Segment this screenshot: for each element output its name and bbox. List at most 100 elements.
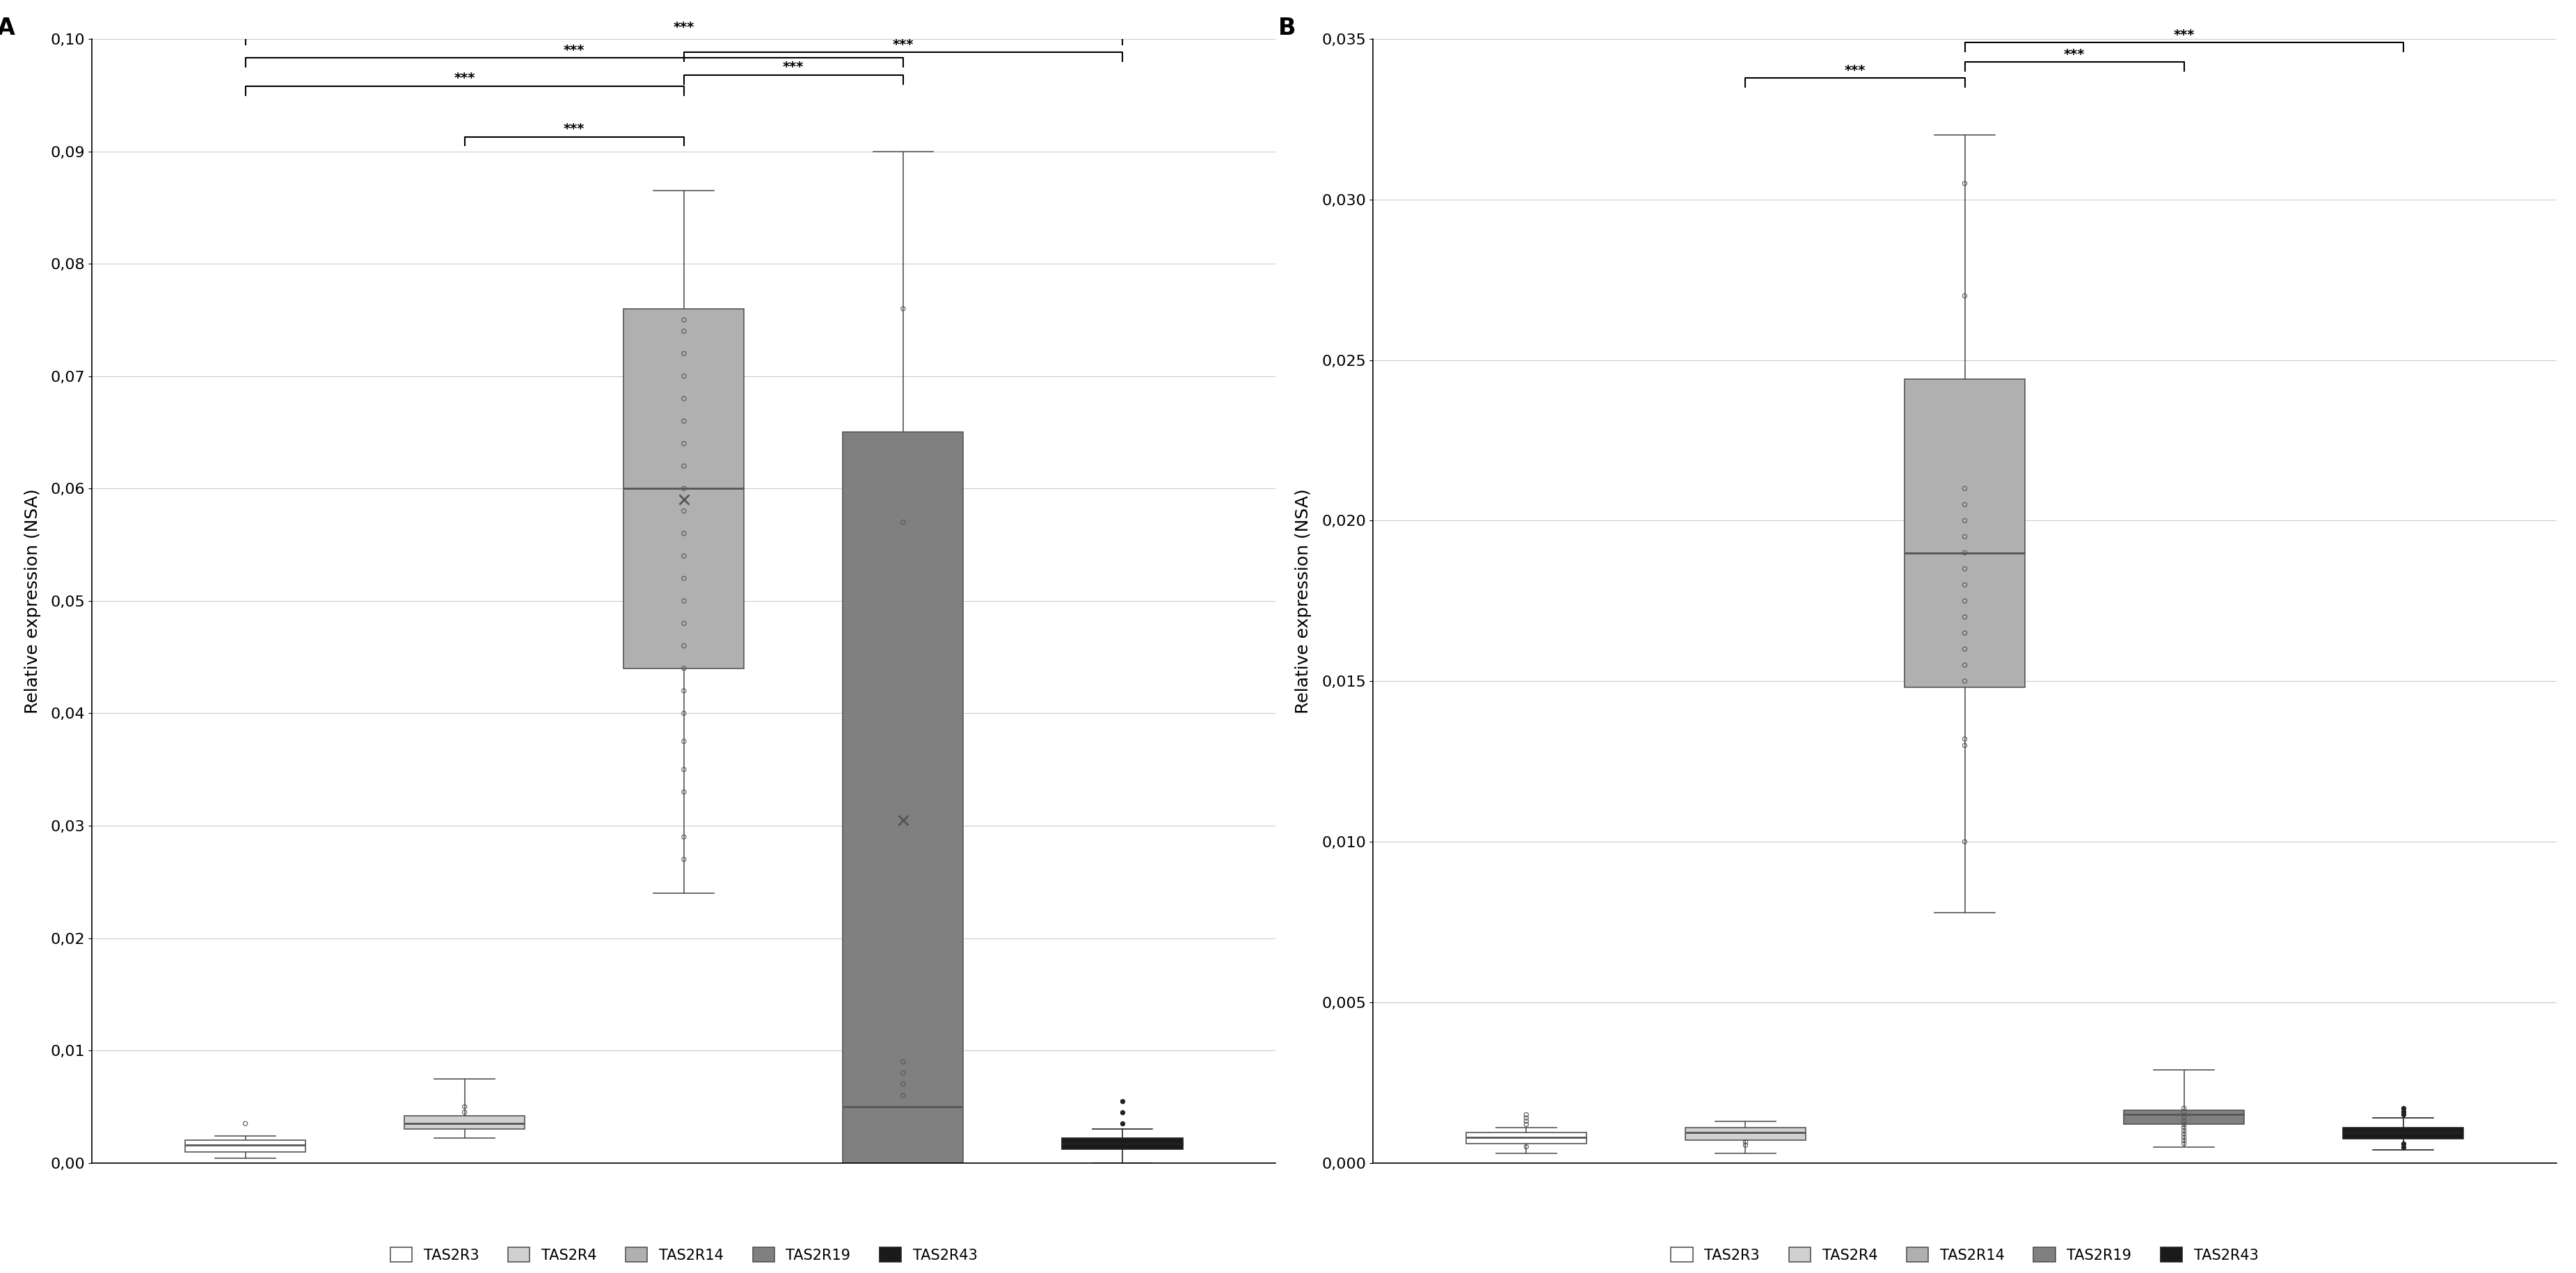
Point [1945,542,1986,563]
Text: ***: *** [564,122,585,136]
Point [2164,1124,2205,1144]
Point [224,1114,265,1134]
Point [443,1102,484,1123]
Text: ***: *** [2174,28,2195,42]
Point [662,546,703,566]
Point [662,309,703,330]
PathPatch shape [842,433,963,1164]
Point [1945,510,1986,531]
Point [662,759,703,779]
Point [662,849,703,869]
Point [2383,1105,2424,1125]
Point [2164,1133,2205,1153]
Text: ***: *** [453,71,474,85]
Point [1726,1136,1767,1156]
Point [1945,527,1986,547]
Point [2164,1127,2205,1147]
Point [1945,671,1986,691]
PathPatch shape [623,308,744,668]
Point [662,523,703,544]
Point [662,591,703,611]
Point [662,703,703,723]
Point [1103,1091,1144,1111]
Point [1504,1105,1546,1125]
Point [1945,622,1986,643]
Point [2164,1120,2205,1141]
Text: B: B [1278,17,1296,39]
Y-axis label: Relative expression (NSA): Relative expression (NSA) [23,489,41,713]
Legend: TAS2R3, TAS2R4, TAS2R14, TAS2R19, TAS2R43: TAS2R3, TAS2R4, TAS2R14, TAS2R19, TAS2R4… [384,1241,984,1268]
Point [1945,639,1986,659]
Point [884,1063,925,1083]
Point [662,456,703,476]
Point [1945,607,1986,628]
Point [662,782,703,802]
Point [1945,479,1986,499]
Point [662,411,703,432]
Point [1945,654,1986,675]
Point [1945,591,1986,611]
PathPatch shape [1904,379,2025,687]
Point [662,500,703,521]
PathPatch shape [2123,1110,2244,1124]
Point [2164,1099,2205,1119]
Point [443,1096,484,1116]
Point [1945,173,1986,193]
Point [2164,1118,2205,1138]
Point [1504,1108,1546,1128]
Point [1945,831,1986,852]
Point [662,568,703,588]
Point [884,1074,925,1095]
Point [662,388,703,409]
Point [2383,1101,2424,1122]
Point [662,658,703,679]
Point [1945,559,1986,579]
Point [1726,1132,1767,1152]
Point [1945,574,1986,594]
Point [1103,1114,1144,1134]
Point [2164,1114,2205,1134]
Point [884,1051,925,1072]
Point [1103,1102,1144,1123]
Legend: TAS2R3, TAS2R4, TAS2R14, TAS2R19, TAS2R43: TAS2R3, TAS2R4, TAS2R14, TAS2R19, TAS2R4… [1664,1241,2264,1268]
Point [1945,494,1986,514]
Text: ***: *** [1844,64,1865,76]
Point [2164,1108,2205,1128]
Point [662,365,703,386]
Text: ***: *** [564,43,585,57]
Point [884,298,925,318]
Text: ***: *** [783,61,804,74]
Text: A: A [0,17,15,39]
Point [662,479,703,499]
PathPatch shape [185,1141,307,1152]
Point [2164,1111,2205,1132]
Point [662,321,703,341]
PathPatch shape [2344,1128,2463,1139]
Point [662,614,703,634]
Text: ***: *** [2063,47,2084,61]
PathPatch shape [404,1115,526,1129]
Point [1945,285,1986,306]
Point [662,731,703,751]
Y-axis label: Relative expression (NSA): Relative expression (NSA) [1296,489,1311,713]
Point [1504,1137,1546,1157]
Point [662,344,703,364]
Point [1504,1114,1546,1134]
Text: ***: *** [891,38,914,51]
Point [662,826,703,847]
Point [2383,1137,2424,1157]
PathPatch shape [1685,1128,1806,1141]
Point [1504,1111,1546,1132]
Point [2164,1101,2205,1122]
Point [2164,1130,2205,1151]
Point [884,512,925,532]
Point [884,1086,925,1106]
Point [2383,1133,2424,1153]
PathPatch shape [1466,1133,1587,1143]
Point [1945,729,1986,750]
Point [1945,736,1986,756]
Point [662,681,703,701]
Text: ***: *** [672,22,696,34]
Point [662,433,703,453]
Point [2383,1099,2424,1119]
